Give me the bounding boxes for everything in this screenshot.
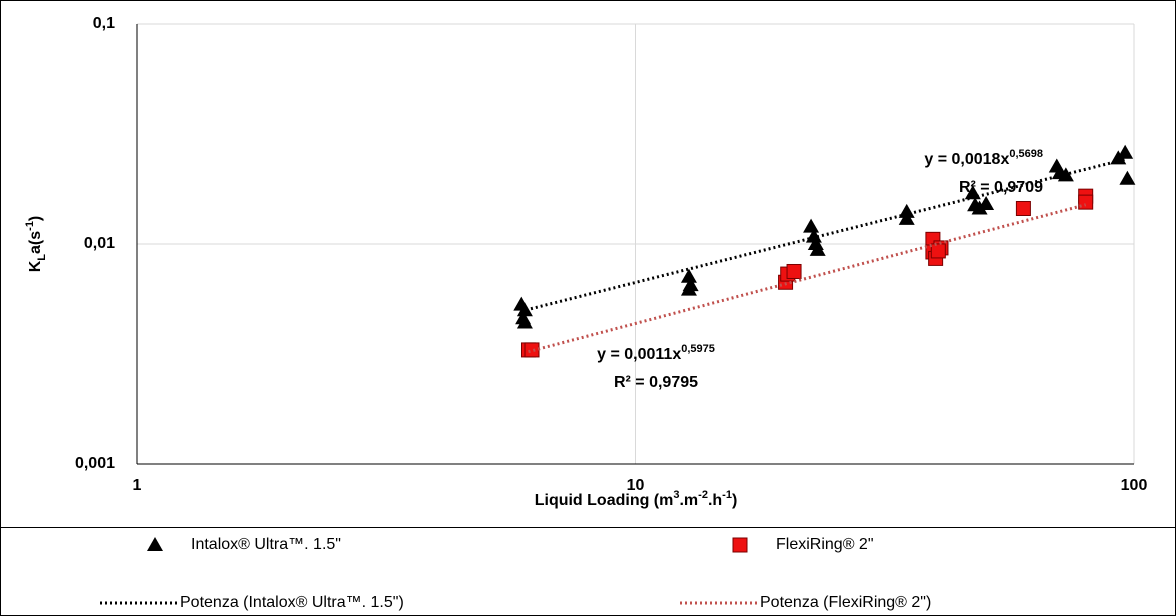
label-part: .m <box>679 492 698 509</box>
x-tick-label: 1 <box>133 477 142 494</box>
data-point <box>1015 200 1031 216</box>
equation-text: y = 0,0011x <box>597 346 681 363</box>
label-part: Liquid Loading (m <box>535 492 674 509</box>
label-part: -1 <box>24 221 36 231</box>
x-tick-label: 10 <box>627 477 645 494</box>
legend-marker <box>732 537 748 553</box>
data-point <box>1119 170 1136 185</box>
y-axis-title: KLa(s-1) <box>24 216 48 273</box>
data-point <box>805 228 822 243</box>
data-point <box>930 243 946 259</box>
data-point <box>803 218 820 233</box>
label-part: L <box>36 254 48 261</box>
equation-exponent: 0,5698 <box>1009 148 1043 160</box>
trend-r2: R² = 0,9709 <box>959 179 1043 196</box>
trend-line <box>520 157 1128 313</box>
data-point <box>786 263 802 279</box>
legend-label: Intalox® Ultra™. 1.5" <box>191 536 341 553</box>
chart-border <box>0 0 1176 528</box>
label-part: ) <box>27 216 44 221</box>
legend-label: Potenza (Intalox® Ultra™. 1.5") <box>180 594 404 611</box>
x-axis-title: Liquid Loading (m3.m-2.h-1) <box>535 489 738 509</box>
equation-exponent: 0,5975 <box>681 343 715 355</box>
y-tick-label: 0,01 <box>84 235 115 252</box>
legend-label: FlexiRing® 2" <box>776 536 874 553</box>
equation-text: y = 0,0018x <box>924 151 1009 168</box>
label-part: .h <box>708 492 722 509</box>
data-point <box>964 185 981 200</box>
y-tick-label: 0,1 <box>93 15 115 32</box>
label-part: -1 <box>722 489 732 501</box>
label-part: ) <box>732 492 737 509</box>
trend-equation: y = 0,0018x0,5698 <box>924 148 1043 168</box>
data-point <box>680 268 697 283</box>
legend-marker <box>147 537 163 551</box>
y-tick-label: 0,001 <box>75 455 115 472</box>
data-point <box>524 342 540 358</box>
data-point <box>898 210 915 225</box>
data-point <box>516 314 533 329</box>
data-point <box>680 281 697 296</box>
data-point <box>978 195 995 210</box>
data-point <box>1078 194 1094 210</box>
label-part: -2 <box>698 489 708 501</box>
label-part: a(s <box>27 231 44 254</box>
x-tick-label: 100 <box>1121 477 1148 494</box>
legend-label: Potenza (FlexiRing® 2") <box>760 594 931 611</box>
label-part: 3 <box>673 489 679 501</box>
data-point <box>516 302 533 317</box>
label-part: K <box>27 260 44 272</box>
data-point <box>809 241 826 256</box>
trend-r2: R² = 0,9795 <box>614 374 698 391</box>
trend-line <box>528 203 1087 354</box>
data-point <box>1117 144 1134 159</box>
trend-equation: y = 0,0011x0,5975 <box>597 343 715 363</box>
